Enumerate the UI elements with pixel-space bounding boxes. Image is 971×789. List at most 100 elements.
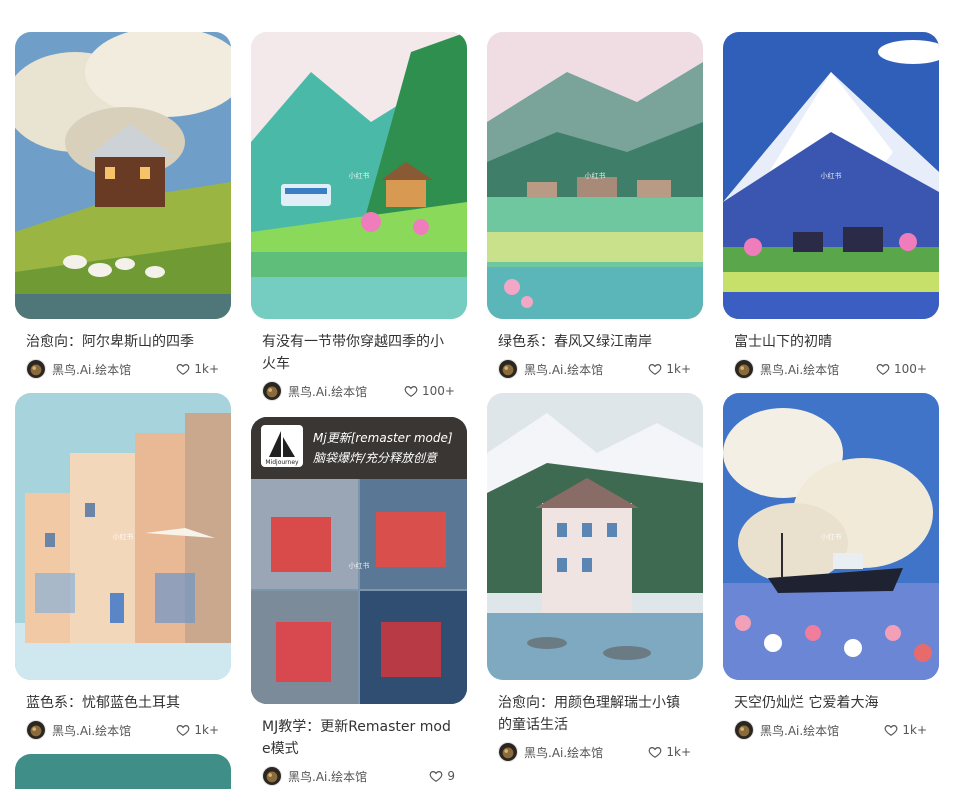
note-meta: 黑鸟.Ai.绘本馆 100+ xyxy=(734,359,927,379)
avatar xyxy=(734,720,754,740)
author-link[interactable]: 黑鸟.Ai.绘本馆 xyxy=(498,742,603,762)
like-count: 1k+ xyxy=(902,723,927,737)
author-name: 黑鸟.Ai.绘本馆 xyxy=(760,362,840,377)
author-name: 黑鸟.Ai.绘本馆 xyxy=(524,745,604,760)
note-meta: 黑鸟.Ai.绘本馆 1k+ xyxy=(26,359,219,379)
note-footer: 蓝色系：忧郁蓝色土耳其 黑鸟.Ai.绘本馆 1k+ xyxy=(15,680,231,740)
note-footer: 治愈向：用颜色理解瑞士小镇的童话生活 黑鸟.Ai.绘本馆 1k+ xyxy=(487,680,703,762)
note-cover-image[interactable] xyxy=(15,754,231,789)
note-cover-image[interactable]: 小红书 xyxy=(723,32,939,319)
avatar xyxy=(498,742,518,762)
like-button[interactable]: 1k+ xyxy=(648,745,691,759)
like-count: 1k+ xyxy=(194,723,219,737)
author-name: 黑鸟.Ai.绘本馆 xyxy=(52,723,132,738)
note-footer: 有没有一节带你穿越四季的小火车 黑鸟.Ai.绘本馆 100+ xyxy=(251,319,467,401)
note-title[interactable]: 治愈向：阿尔卑斯山的四季 xyxy=(26,334,194,350)
note-title[interactable]: 富士山下的初晴 xyxy=(734,334,832,350)
note-title[interactable]: 有没有一节带你穿越四季的小火车 xyxy=(262,334,444,372)
author-name: 黑鸟.Ai.绘本馆 xyxy=(288,384,368,399)
heart-icon xyxy=(884,725,898,736)
watermark: 小红书 xyxy=(348,171,370,180)
author-name: 黑鸟.Ai.绘本馆 xyxy=(524,362,604,377)
note-meta: 黑鸟.Ai.绘本馆 1k+ xyxy=(26,720,219,740)
author-name: 黑鸟.Ai.绘本馆 xyxy=(52,362,132,377)
note-card[interactable]: 治愈向：用颜色理解瑞士小镇的童话生活 黑鸟.Ai.绘本馆 1k+ xyxy=(487,393,703,762)
avatar xyxy=(26,359,46,379)
note-meta: 黑鸟.Ai.绘本馆 1k+ xyxy=(498,742,691,762)
note-card[interactable]: 小红书 蓝色系：忧郁蓝色土耳其 黑鸟.Ai.绘本馆 1k+ xyxy=(15,393,231,740)
heart-icon xyxy=(404,386,418,397)
note-meta: 黑鸟.Ai.绘本馆 100+ xyxy=(262,381,455,401)
author-link[interactable]: 黑鸟.Ai.绘本馆 xyxy=(734,359,839,379)
note-card[interactable] xyxy=(15,754,231,789)
avatar xyxy=(734,359,754,379)
mj-headline-2: 脑袋爆炸/充分释放创意 xyxy=(313,451,438,465)
feed-column-4: 小红书 富士山下的初晴 黑鸟.Ai.绘本馆 100+ xyxy=(723,32,939,740)
like-button[interactable]: 1k+ xyxy=(176,723,219,737)
like-count: 1k+ xyxy=(666,745,691,759)
note-cover-image[interactable]: 小红书 xyxy=(15,393,231,680)
note-cover-image[interactable]: 小红书 xyxy=(487,32,703,319)
mj-headline-1: Mj更新[remaster mode] xyxy=(313,431,453,445)
like-button[interactable]: 1k+ xyxy=(648,362,691,376)
heart-icon xyxy=(429,771,443,782)
note-card[interactable]: 小红书 天空仍灿烂 它爱着大海 黑鸟.Ai.绘本馆 1k+ xyxy=(723,393,939,740)
like-button[interactable]: 1k+ xyxy=(884,723,927,737)
mj-logo-text: Midjourney xyxy=(265,459,299,466)
note-meta: 黑鸟.Ai.绘本馆 1k+ xyxy=(498,359,691,379)
watermark: 小红书 xyxy=(820,532,842,541)
author-name: 黑鸟.Ai.绘本馆 xyxy=(288,769,368,784)
like-button[interactable]: 9 xyxy=(429,769,455,783)
watermark: 小红书 xyxy=(820,171,842,180)
feed-column-2: 小红书 有没有一节带你穿越四季的小火车 黑鸟.Ai.绘本馆 100+ xyxy=(251,32,467,786)
note-footer: 天空仍灿烂 它爱着大海 黑鸟.Ai.绘本馆 1k+ xyxy=(723,680,939,740)
note-card[interactable]: 治愈向：阿尔卑斯山的四季 黑鸟.Ai.绘本馆 1k+ xyxy=(15,32,231,379)
like-count: 1k+ xyxy=(666,362,691,376)
author-link[interactable]: 黑鸟.Ai.绘本馆 xyxy=(26,359,131,379)
author-link[interactable]: 黑鸟.Ai.绘本馆 xyxy=(262,381,367,401)
heart-icon xyxy=(648,747,662,758)
watermark: 小红书 xyxy=(112,532,134,541)
note-card[interactable]: 小红书 绿色系：春风又绿江南岸 黑鸟.Ai.绘本馆 1k+ xyxy=(487,32,703,379)
note-footer: 富士山下的初晴 黑鸟.Ai.绘本馆 100+ xyxy=(723,319,939,379)
note-title[interactable]: 绿色系：春风又绿江南岸 xyxy=(498,334,652,350)
like-count: 100+ xyxy=(894,362,927,376)
avatar xyxy=(498,359,518,379)
watermark: 小红书 xyxy=(584,171,606,180)
heart-icon xyxy=(876,364,890,375)
note-title[interactable]: MJ教学：更新Remaster mode模式 xyxy=(262,719,451,757)
note-cover-image[interactable] xyxy=(15,32,231,319)
note-footer: 治愈向：阿尔卑斯山的四季 黑鸟.Ai.绘本馆 1k+ xyxy=(15,319,231,379)
note-cover-image[interactable]: 小红书 xyxy=(723,393,939,680)
author-name: 黑鸟.Ai.绘本馆 xyxy=(760,723,840,738)
like-count: 9 xyxy=(447,769,455,783)
note-meta: 黑鸟.Ai.绘本馆 1k+ xyxy=(734,720,927,740)
note-title[interactable]: 蓝色系：忧郁蓝色土耳其 xyxy=(26,695,180,711)
note-title[interactable]: 天空仍灿烂 它爱着大海 xyxy=(734,695,879,711)
note-footer: 绿色系：春风又绿江南岸 黑鸟.Ai.绘本馆 1k+ xyxy=(487,319,703,379)
like-button[interactable]: 100+ xyxy=(404,384,455,398)
note-cover-image[interactable] xyxy=(487,393,703,680)
note-meta: 黑鸟.Ai.绘本馆 9 xyxy=(262,766,455,786)
like-button[interactable]: 1k+ xyxy=(176,362,219,376)
author-link[interactable]: 黑鸟.Ai.绘本馆 xyxy=(262,766,367,786)
feed-column-3: 小红书 绿色系：春风又绿江南岸 黑鸟.Ai.绘本馆 1k+ xyxy=(487,32,703,762)
watermark: 小红书 xyxy=(348,562,370,571)
author-link[interactable]: 黑鸟.Ai.绘本馆 xyxy=(734,720,839,740)
note-card[interactable]: 小红书 富士山下的初晴 黑鸟.Ai.绘本馆 100+ xyxy=(723,32,939,379)
note-title[interactable]: 治愈向：用颜色理解瑞士小镇的童话生活 xyxy=(498,695,680,733)
note-cover-image[interactable]: Midjourney Mj更新[remaster mode] 脑袋爆炸/充分释放… xyxy=(251,417,467,704)
author-link[interactable]: 黑鸟.Ai.绘本馆 xyxy=(26,720,131,740)
avatar xyxy=(262,381,282,401)
like-button[interactable]: 100+ xyxy=(876,362,927,376)
heart-icon xyxy=(176,725,190,736)
note-card[interactable]: 小红书 有没有一节带你穿越四季的小火车 黑鸟.Ai.绘本馆 100+ xyxy=(251,32,467,401)
note-cover-image[interactable]: 小红书 xyxy=(251,32,467,319)
author-link[interactable]: 黑鸟.Ai.绘本馆 xyxy=(498,359,603,379)
note-card[interactable]: Midjourney Mj更新[remaster mode] 脑袋爆炸/充分释放… xyxy=(251,417,467,786)
feed-column-1: 治愈向：阿尔卑斯山的四季 黑鸟.Ai.绘本馆 1k+ xyxy=(15,32,231,789)
like-count: 1k+ xyxy=(194,362,219,376)
avatar xyxy=(262,766,282,786)
heart-icon xyxy=(648,364,662,375)
avatar xyxy=(26,720,46,740)
